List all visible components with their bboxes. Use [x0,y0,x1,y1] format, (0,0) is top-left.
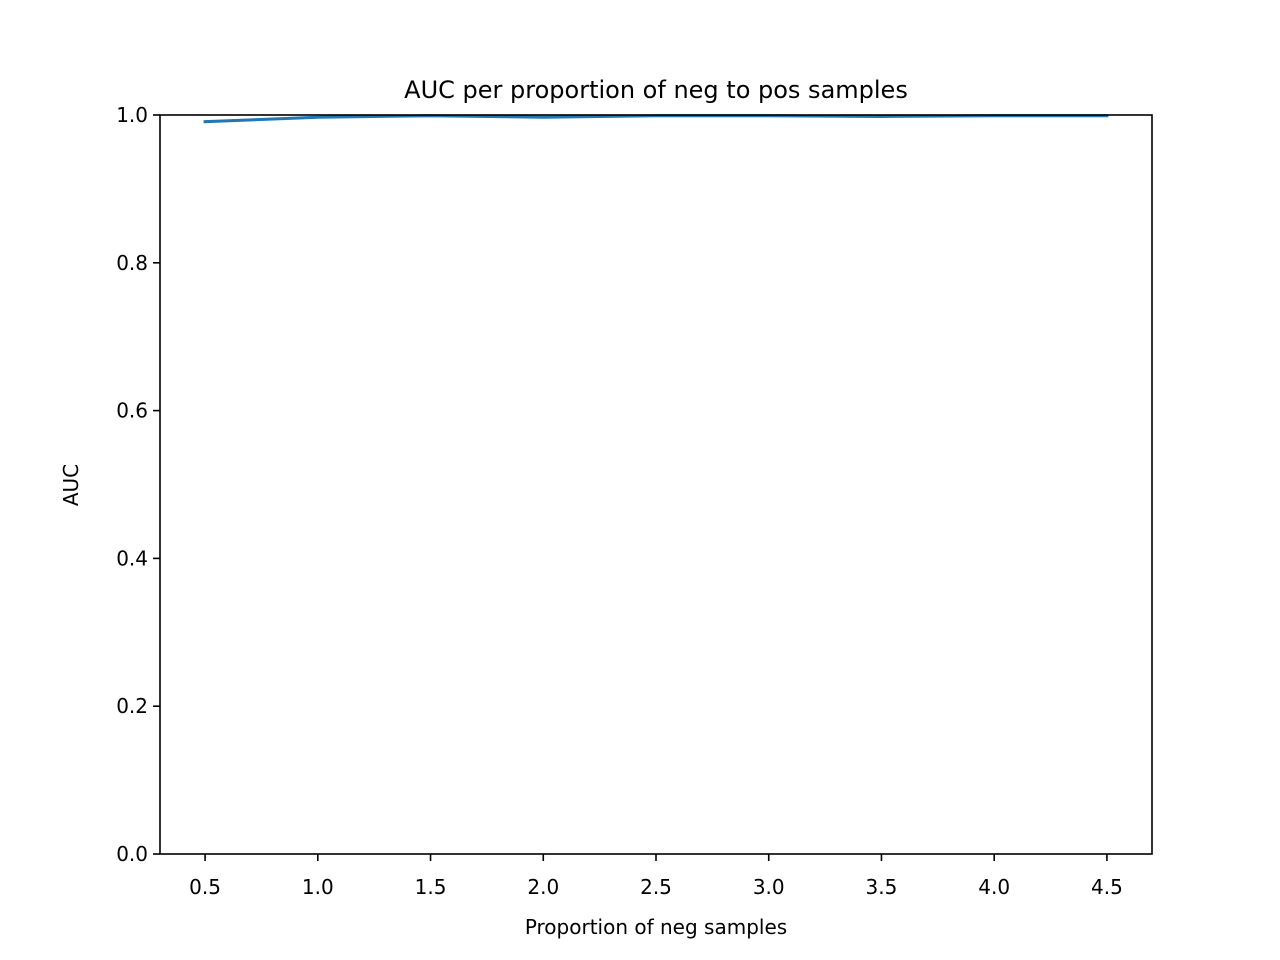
x-axis-label: Proportion of neg samples [525,915,787,939]
x-tick-label: 1.0 [302,875,334,899]
y-tick-label: 0.6 [116,399,148,423]
y-tick-label: 0.4 [116,546,148,570]
x-tick-label: 2.5 [640,875,672,899]
x-tick-label: 4.5 [1091,875,1123,899]
y-tick-label: 0.2 [116,694,148,718]
plot-frame [159,114,1153,855]
plot-area [160,115,1152,854]
y-axis-label: AUC [59,464,83,506]
x-axis-ticks: 0.5 1.0 1.5 2.0 2.5 3.0 3.5 4.0 4.5 [189,854,1123,899]
y-tick-label: 0.8 [116,251,148,275]
x-tick-label: 4.0 [978,875,1010,899]
y-axis-ticks: 0.0 0.2 0.4 0.6 0.8 1.0 [116,103,160,866]
x-tick-label: 3.5 [866,875,898,899]
x-tick-label: 2.0 [527,875,559,899]
chart-title: AUC per proportion of neg to pos samples [404,76,908,104]
x-tick-label: 3.0 [753,875,785,899]
y-tick-label: 0.0 [116,842,148,866]
x-tick-label: 1.5 [415,875,447,899]
x-tick-label: 0.5 [189,875,221,899]
y-tick-label: 1.0 [116,103,148,127]
